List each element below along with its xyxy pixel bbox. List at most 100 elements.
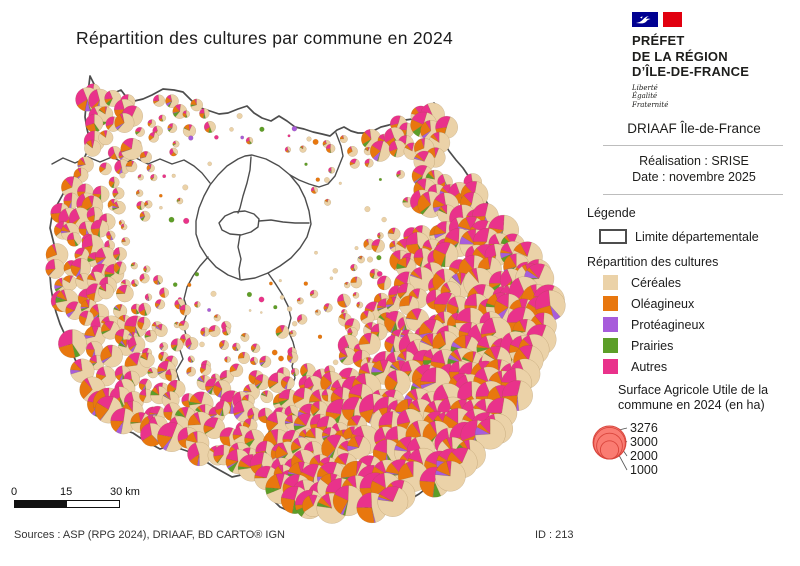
- commune-pie: [135, 127, 145, 137]
- petite-couronne-boundary: [195, 154, 312, 281]
- commune-pie: [314, 309, 321, 316]
- commune-pie: [185, 337, 199, 351]
- size-legend-title: Surface Agricole Utile de la commune en …: [618, 383, 800, 413]
- commune-pie: [250, 343, 261, 353]
- commune-pie: [350, 276, 363, 289]
- commune-pie: [99, 162, 112, 176]
- commune-pie: [139, 273, 150, 284]
- scale-bar-ticks: 0 15 30 km: [11, 486, 144, 499]
- commune-pie: [186, 366, 196, 377]
- commune-pie: [247, 407, 262, 422]
- commune-pie: [45, 243, 69, 266]
- commune-pie: [200, 327, 210, 337]
- commune-pie: [130, 262, 138, 270]
- size-legend-circle: [599, 440, 620, 460]
- commune-pie: [402, 196, 414, 208]
- size-legend-value: 3276: [630, 421, 658, 435]
- commune-pie: [144, 200, 153, 209]
- commune-pie: [300, 363, 316, 379]
- commune-pie: [137, 316, 151, 331]
- flag-red-icon: [663, 12, 682, 27]
- map-title: Répartition des cultures par commune en …: [76, 28, 454, 48]
- commune-pie: [61, 275, 78, 291]
- commune-pie: [338, 347, 357, 366]
- commune-pie: [214, 400, 231, 417]
- prefet-line-3: D’ÎLE-DE-FRANCE: [632, 64, 750, 79]
- commune-pie: [172, 140, 180, 148]
- commune-pie: [115, 284, 134, 303]
- commune-pie: [254, 374, 271, 391]
- commune-pie: [135, 189, 144, 197]
- commune-pie: [179, 304, 192, 316]
- commune-pie: [357, 255, 365, 264]
- commune-pie: [137, 174, 144, 181]
- commune-pie: [154, 323, 168, 337]
- french-flag-icon: [632, 12, 800, 27]
- oleagineux-label: Oléagineux: [631, 296, 695, 311]
- commune-pie: [139, 352, 155, 368]
- commune-pie: [70, 358, 95, 383]
- commune-pie: [146, 163, 155, 173]
- commune-pie: [153, 275, 163, 285]
- size-legend-title-line2: commune en 2024 (en ha): [618, 398, 765, 412]
- scale-bar: 0 15 30 km: [11, 486, 144, 508]
- commune-pie: [409, 266, 435, 293]
- commune-pie: [139, 151, 152, 164]
- commune-pie: [208, 325, 221, 338]
- commune-pie: [385, 296, 402, 313]
- cereales-color-swatch: [603, 275, 618, 290]
- commune-pie: [370, 140, 391, 162]
- commune-pie: [299, 145, 307, 153]
- date-text: Date : novembre 2025: [632, 169, 756, 184]
- commune-pie: [98, 283, 114, 300]
- department-boundary-swatch: [599, 229, 627, 244]
- flag-blue-marianne-icon: [632, 12, 658, 27]
- commune-pie: [377, 486, 409, 517]
- prairies-color-swatch: [603, 338, 618, 353]
- credits-block: Réalisation : SRISE Date : novembre 2025: [603, 154, 785, 185]
- commune-pie: [360, 310, 375, 325]
- commune-pie: [364, 158, 374, 168]
- commune-pie: [150, 173, 158, 182]
- commune-pie: [384, 370, 411, 396]
- size-legend-title-line1: Surface Agricole Utile de la: [618, 383, 769, 397]
- commune-pie: [139, 210, 151, 222]
- commune-pie: [249, 356, 259, 366]
- prefet-line-1: PRÉFET: [632, 33, 685, 48]
- commune-pie: [224, 356, 231, 363]
- commune-pie: [339, 135, 348, 144]
- commune-pie: [356, 492, 388, 524]
- commune-pie: [147, 367, 159, 379]
- commune-pie: [147, 119, 156, 128]
- cultures-legend-title: Répartition des cultures: [587, 255, 719, 269]
- commune-pie: [165, 94, 179, 108]
- commune-pie: [143, 265, 151, 273]
- commune-pie: [90, 219, 109, 238]
- commune-pie: [144, 293, 153, 301]
- commune-pie: [296, 314, 308, 325]
- commune-pie: [347, 146, 358, 157]
- commune-pie: [98, 130, 114, 146]
- sources-text: Sources : ASP (RPG 2024), DRIAAF, BD CAR…: [14, 529, 285, 541]
- legend-title: Légende: [587, 206, 636, 220]
- commune-pie: [310, 186, 318, 194]
- legend-item-cereales: Céréales: [603, 275, 800, 290]
- commune-pie: [121, 237, 131, 246]
- size-legend-value: 2000: [630, 449, 658, 463]
- commune-pie: [144, 329, 158, 343]
- commune-pie: [396, 169, 405, 179]
- commune-pie: [58, 329, 87, 358]
- commune-pie: [229, 363, 244, 378]
- commune-pie: [325, 143, 336, 154]
- commune-pie: [178, 320, 189, 331]
- commune-pie: [377, 232, 384, 239]
- commune-pie: [117, 339, 135, 356]
- commune-pie: [190, 98, 203, 112]
- commune-pie: [349, 158, 360, 169]
- commune-pie: [213, 314, 221, 322]
- commune-pie: [113, 247, 127, 262]
- commune-pie: [138, 302, 152, 316]
- commune-pie: [84, 139, 102, 157]
- legend-item-proteagineux: Protéagineux: [603, 317, 800, 332]
